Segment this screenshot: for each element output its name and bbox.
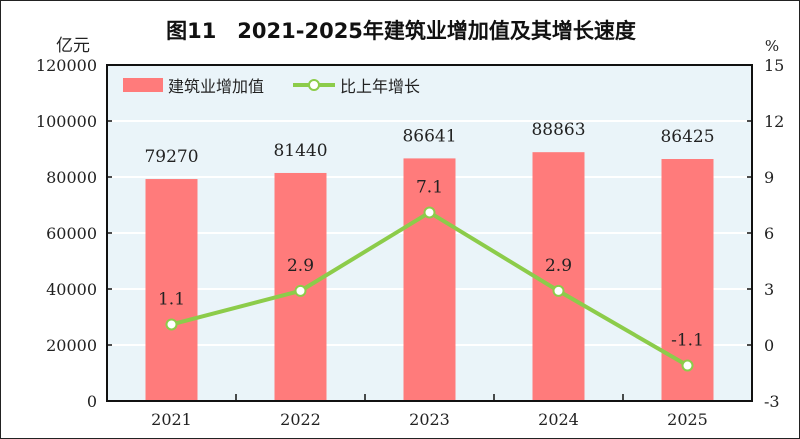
left-axis-unit: 亿元 bbox=[56, 36, 90, 56]
bar-2021 bbox=[145, 179, 198, 401]
growth-point-2022 bbox=[294, 284, 307, 297]
right-tick-label: 6 bbox=[764, 224, 774, 243]
bar-2023 bbox=[403, 158, 456, 401]
left-tick-label: 0 bbox=[87, 392, 97, 411]
left-tick-label: 100000 bbox=[36, 112, 97, 131]
growth-label: 7.1 bbox=[416, 177, 443, 197]
right-tick-label: 3 bbox=[764, 280, 774, 299]
right-tick-label: 15 bbox=[764, 56, 784, 75]
chart-title: 图11 2021-2025年建筑业增加值及其增长速度 bbox=[166, 19, 636, 43]
growth-point-2025 bbox=[681, 359, 694, 372]
left-tick-label: 80000 bbox=[46, 168, 97, 187]
growth-point-2021 bbox=[165, 318, 178, 331]
growth-point-2024 bbox=[552, 284, 565, 297]
right-tick-label: -3 bbox=[764, 392, 780, 411]
right-tick-label: 9 bbox=[764, 168, 774, 187]
left-tick-label: 20000 bbox=[46, 336, 97, 355]
left-tick-label: 60000 bbox=[46, 224, 97, 243]
growth-label: 2.9 bbox=[545, 256, 572, 276]
left-tick-label: 120000 bbox=[36, 56, 97, 75]
legend-bar-label: 建筑业增加值 bbox=[168, 77, 264, 96]
x-tick-label: 2022 bbox=[280, 410, 321, 429]
bar-label: 88863 bbox=[531, 120, 585, 140]
x-tick-label: 2023 bbox=[409, 410, 450, 429]
plot-border bbox=[106, 64, 753, 402]
growth-point-2023 bbox=[423, 206, 436, 219]
left-tick-label: 40000 bbox=[46, 280, 97, 299]
x-tick-label: 2025 bbox=[667, 410, 708, 429]
bar-label: 86425 bbox=[660, 127, 714, 147]
x-tick-label: 2021 bbox=[151, 410, 192, 429]
legend-line-label: 比上年增长 bbox=[340, 77, 420, 96]
legend-line-marker bbox=[308, 79, 320, 91]
legend-bar-swatch bbox=[123, 78, 163, 92]
bar-label: 81440 bbox=[273, 141, 327, 161]
growth-label: 2.9 bbox=[287, 256, 314, 276]
right-tick-label: 12 bbox=[764, 112, 784, 131]
bar-label: 86641 bbox=[402, 126, 456, 146]
bar-2024 bbox=[532, 152, 585, 401]
right-axis-unit: % bbox=[765, 37, 779, 55]
bar-label: 79270 bbox=[144, 147, 198, 167]
right-tick-label: 0 bbox=[764, 336, 774, 355]
growth-label: 1.1 bbox=[158, 289, 185, 309]
x-tick-label: 2024 bbox=[538, 410, 579, 429]
growth-label: -1.1 bbox=[671, 331, 704, 351]
